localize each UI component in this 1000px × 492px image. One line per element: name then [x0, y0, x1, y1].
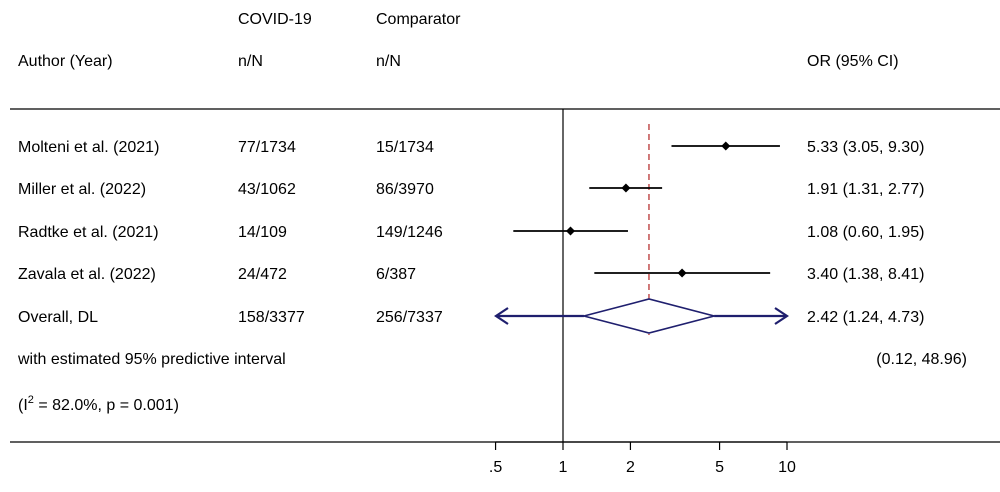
plot-marks	[494, 109, 789, 442]
x-tick-label: 1	[559, 459, 568, 476]
study-group1: 24/472	[238, 266, 287, 283]
overall-author: Overall, DL	[18, 309, 98, 326]
overall-or-label: 2.42 (1.24, 4.73)	[807, 309, 924, 326]
overall-diamond	[580, 298, 718, 334]
study-group1: 14/109	[238, 224, 287, 241]
heterogeneity-rest: = 82.0%, p = 0.001)	[34, 397, 179, 414]
header-group1-sub: n/N	[238, 53, 263, 70]
study-group1: 77/1734	[238, 139, 296, 156]
predictive-value: (0.12, 48.96)	[876, 351, 967, 368]
study-point	[721, 141, 731, 151]
study-point	[565, 226, 575, 236]
header-author-label: Author (Year)	[18, 53, 113, 70]
study-author: Molteni et al. (2021)	[18, 139, 159, 156]
x-axis: .5 1 2 5 10	[489, 441, 796, 476]
heterogeneity-text: (I2 = 82.0%, p = 0.001)	[18, 394, 179, 414]
study-group2: 86/3970	[376, 181, 434, 198]
header-group1-title: COVID-19	[238, 11, 312, 28]
overall-group1: 158/3377	[238, 309, 305, 326]
heterogeneity-open: (I	[18, 397, 28, 414]
header-group2-title: Comparator	[376, 11, 461, 28]
study-author: Radtke et al. (2021)	[18, 224, 159, 241]
study-author: Zavala et al. (2022)	[18, 266, 156, 283]
predictive-label: with estimated 95% predictive interval	[17, 351, 286, 368]
study-or-label: 3.40 (1.38, 8.41)	[807, 266, 924, 283]
arrow-right-icon	[774, 307, 789, 325]
study-point	[621, 183, 631, 193]
x-tick-label: 2	[626, 459, 635, 476]
header-group2-sub: n/N	[376, 53, 401, 70]
study-point	[677, 268, 687, 278]
study-rows: Molteni et al. (2021) 77/1734 15/1734 5.33 …	[18, 139, 924, 326]
overall-group2: 256/7337	[376, 309, 443, 326]
header-effect-label: OR (95% CI)	[807, 53, 899, 70]
study-or-label: 1.08 (0.60, 1.95)	[807, 224, 924, 241]
study-group2: 149/1246	[376, 224, 443, 241]
study-or-label: 1.91 (1.31, 2.77)	[807, 181, 924, 198]
study-group2: 15/1734	[376, 139, 434, 156]
study-group2: 6/387	[376, 266, 416, 283]
study-group1: 43/1062	[238, 181, 296, 198]
x-tick-label: 5	[715, 459, 724, 476]
x-tick-label: 10	[778, 459, 796, 476]
arrow-left-icon	[494, 307, 509, 325]
x-tick-label: .5	[489, 459, 502, 476]
study-or-label: 5.33 (3.05, 9.30)	[807, 139, 924, 156]
heterogeneity-sup: 2	[28, 394, 34, 406]
study-author: Miller et al. (2022)	[18, 181, 146, 198]
